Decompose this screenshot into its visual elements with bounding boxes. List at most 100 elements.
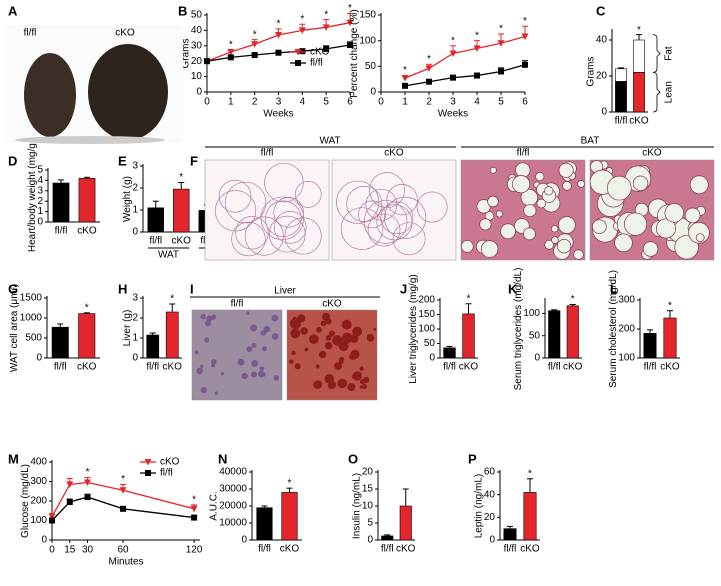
histology-label: fl/fl: [517, 148, 530, 159]
histology: [460, 159, 586, 261]
panel-letter: H: [118, 281, 127, 296]
data-point: [120, 505, 127, 512]
y-tick-label: 150: [359, 10, 376, 21]
panel-letter: E: [118, 153, 127, 168]
lipid: [237, 358, 245, 366]
significance-mark: *: [475, 30, 479, 41]
bar: [462, 313, 475, 359]
lipid: [337, 378, 347, 389]
significance-mark: *: [288, 478, 292, 489]
significance-mark: *: [467, 293, 471, 304]
error-bar: [667, 310, 673, 318]
significance-mark: *: [637, 25, 641, 36]
significance-mark: *: [523, 16, 527, 27]
data-point: [66, 498, 73, 505]
bar: [146, 334, 160, 359]
lipid: [291, 350, 296, 356]
y-tick-label: 0: [41, 535, 47, 546]
significance-mark: *: [85, 302, 89, 313]
lipid: [316, 326, 322, 333]
lipid: [196, 367, 204, 375]
segment-label: Lean: [664, 81, 675, 103]
bar: [147, 207, 164, 233]
x-tick-label: fl/fl: [54, 362, 67, 373]
y-tick-label: 0: [429, 353, 435, 364]
y-tick-label: 20000: [219, 501, 247, 512]
error-bar: [636, 34, 642, 40]
y-tick-label: 0: [132, 227, 138, 238]
lipid: [273, 375, 280, 381]
lipid: [325, 318, 332, 325]
cell: [336, 180, 380, 224]
y-tick-label: 30: [191, 40, 203, 51]
x-tick-label: 3: [276, 97, 282, 108]
y-tick-label: 5: [367, 518, 373, 529]
y-axis-label: A.U.C.: [209, 491, 220, 520]
y-tick-label: 200: [618, 324, 635, 335]
cell: [558, 216, 576, 234]
panel-letter: D: [8, 153, 17, 168]
series-line: [404, 35, 526, 79]
bar: [523, 492, 537, 541]
bar: [78, 178, 96, 223]
cell: [623, 212, 648, 236]
y-tick-label: 100: [618, 353, 635, 364]
x-tick-label: 6: [347, 97, 353, 108]
lipid: [366, 333, 375, 342]
x-tick-label: cKO: [459, 362, 479, 373]
x-tick-label: 2: [252, 97, 258, 108]
panel-letter: L: [610, 281, 618, 296]
x-tick-label: cKO: [520, 544, 540, 555]
lipid: [261, 346, 267, 352]
x-tick-label: 1: [228, 97, 234, 108]
cell: [235, 215, 269, 250]
lipid: [341, 319, 352, 330]
data-point: [322, 24, 330, 31]
significance-mark: *: [451, 35, 455, 46]
x-tick-label: 6: [522, 97, 528, 108]
cell: [340, 207, 384, 250]
cell: [367, 213, 401, 247]
data-point: [84, 494, 91, 501]
lipid: [313, 380, 323, 389]
cell: [264, 162, 304, 203]
y-tick-label: 1000: [20, 313, 43, 324]
data-point: [473, 45, 481, 52]
cell: [260, 196, 304, 240]
cell: [642, 241, 659, 257]
y-tick-label: 40: [191, 25, 203, 36]
error-bar: [152, 200, 159, 208]
group-label: BAT: [581, 136, 600, 147]
y-tick-label: 15: [362, 484, 374, 495]
y-axis-label: Percent change (%): [349, 9, 360, 97]
y-tick-label: 3: [132, 293, 138, 304]
y-tick-label: 2: [132, 313, 138, 324]
x-tick-label: fl/fl: [443, 362, 456, 373]
legend-label: cKO: [310, 47, 330, 58]
lipid: [211, 363, 216, 368]
cell: [556, 239, 572, 254]
cell: [273, 211, 307, 244]
bar: [173, 188, 190, 233]
lipid: [200, 313, 206, 320]
y-tick-label: 0: [132, 353, 138, 364]
cell: [515, 162, 531, 178]
panel-letter: N: [218, 451, 227, 466]
significance-mark: *: [179, 172, 183, 183]
bar-segment: [615, 68, 627, 82]
significance-mark: *: [499, 24, 503, 35]
bar: [643, 333, 657, 359]
mouse: [24, 53, 76, 137]
data-point: [66, 481, 74, 488]
data-point: [521, 33, 529, 41]
segment-label: Fat: [664, 46, 675, 61]
lipid: [318, 350, 327, 359]
bar: [51, 326, 69, 359]
lipid: [338, 359, 344, 364]
legend-label: fl/fl: [310, 58, 323, 69]
bar: [566, 305, 579, 359]
shadow: [15, 136, 165, 144]
error-bar: [446, 345, 453, 348]
x-axis-label: Weeks: [263, 109, 293, 120]
cell: [632, 175, 649, 192]
